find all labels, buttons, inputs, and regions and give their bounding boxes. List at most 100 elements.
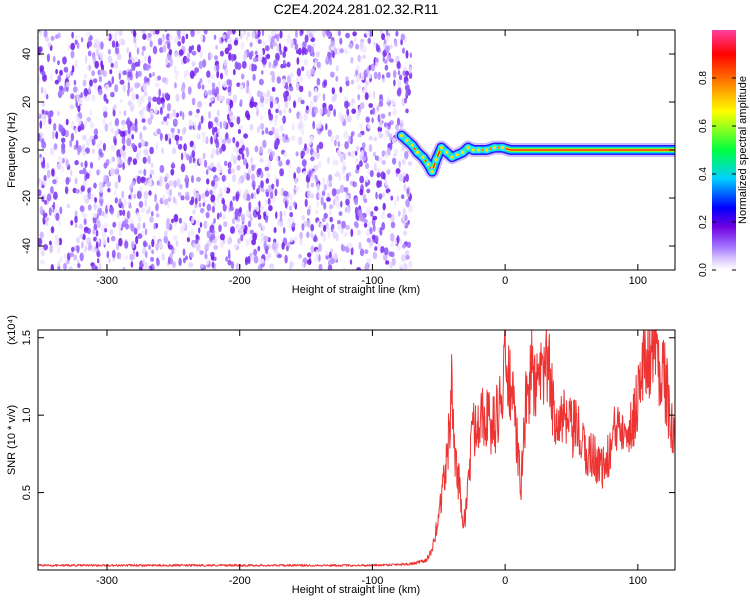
noise-blob [81,241,84,249]
noise-blob [205,169,209,175]
noise-blob [177,128,181,134]
noise-blob [121,136,126,145]
noise-blob [353,36,358,42]
noise-blob [190,196,195,204]
noise-blob [328,251,332,259]
noise-blob [188,262,194,268]
noise-blob [137,70,142,78]
noise-blob [89,79,93,87]
noise-blob [46,193,52,202]
noise-blob [222,120,227,129]
noise-blob [329,57,332,66]
noise-blob [164,133,168,142]
noise-blob [78,223,84,230]
noise-blob [39,30,43,37]
noise-blob [213,201,216,208]
noise-blob [65,176,70,185]
noise-blob [61,165,64,173]
noise-blob [276,127,279,137]
noise-blob [388,111,391,117]
noise-blob [203,30,208,35]
noise-blob [245,86,250,94]
noise-blob [159,175,163,185]
noise-blob [42,180,47,186]
noise-blob [314,88,318,93]
noise-blob [251,239,256,246]
noise-blob [298,136,303,145]
noise-blob [218,166,224,174]
noise-blob [89,35,93,41]
noise-blob [196,108,200,114]
noise-blob [352,31,357,37]
noise-blob [221,174,226,182]
noise-blob [404,214,408,222]
noise-blob [110,145,116,151]
noise-blob [287,33,291,40]
noise-blob [133,194,136,199]
noise-blob [128,87,134,93]
noise-blob [397,117,400,126]
noise-blob [246,149,250,158]
noise-blob [94,265,99,270]
noise-blob [274,188,278,197]
noise-blob [258,222,262,228]
noise-blob [343,153,346,161]
noise-blob [38,75,41,84]
noise-blob [325,30,331,37]
noise-blob [103,174,109,183]
noise-blob [398,160,402,168]
noise-blob [211,166,217,173]
noise-blob [377,241,381,249]
noise-blob [112,221,117,228]
noise-blob [232,68,236,76]
noise-blob [152,71,155,77]
noise-blob [331,188,337,197]
noise-blob [393,69,397,79]
noise-blob [362,89,367,94]
noise-blob [187,230,191,238]
noise-blob [210,255,215,261]
noise-blob [178,49,184,56]
noise-blob [377,114,381,123]
noise-blob [229,206,235,212]
noise-blob [404,70,410,77]
noise-blob [117,53,122,61]
noise-blob [345,79,350,87]
noise-blob [104,222,108,229]
noise-blob [342,267,347,270]
noise-blob [264,166,270,172]
noise-blob [351,108,357,114]
noise-blob [229,121,234,128]
noise-blob [89,161,94,169]
noise-blob [131,62,136,72]
noise-blob [243,158,248,166]
noise-blob [381,150,387,156]
noise-blob [211,261,215,269]
noise-blob [132,158,138,166]
noise-blob [86,31,92,37]
noise-blob [288,108,292,114]
noise-blob [164,93,170,99]
noise-blob [74,128,78,134]
noise-blob [312,150,317,157]
noise-blob [170,168,175,176]
noise-blob [266,252,270,262]
noise-blob [390,221,396,229]
noise-blob [387,213,392,219]
noise-blob [316,144,320,154]
noise-blob [326,192,331,198]
noise-blob [367,168,370,175]
noise-blob [261,187,265,193]
noise-blob [117,221,122,230]
noise-blob [354,197,359,206]
colorbar-label: Normalized spectral amplitude [737,76,749,224]
noise-blob [82,249,86,256]
noise-blob [199,78,203,84]
noise-blob [284,101,289,109]
noise-blob [69,169,73,177]
noise-blob [72,86,78,93]
noise-blob [159,132,163,141]
noise-blob [302,41,307,49]
noise-blob [168,34,173,41]
noise-blob [106,250,110,259]
